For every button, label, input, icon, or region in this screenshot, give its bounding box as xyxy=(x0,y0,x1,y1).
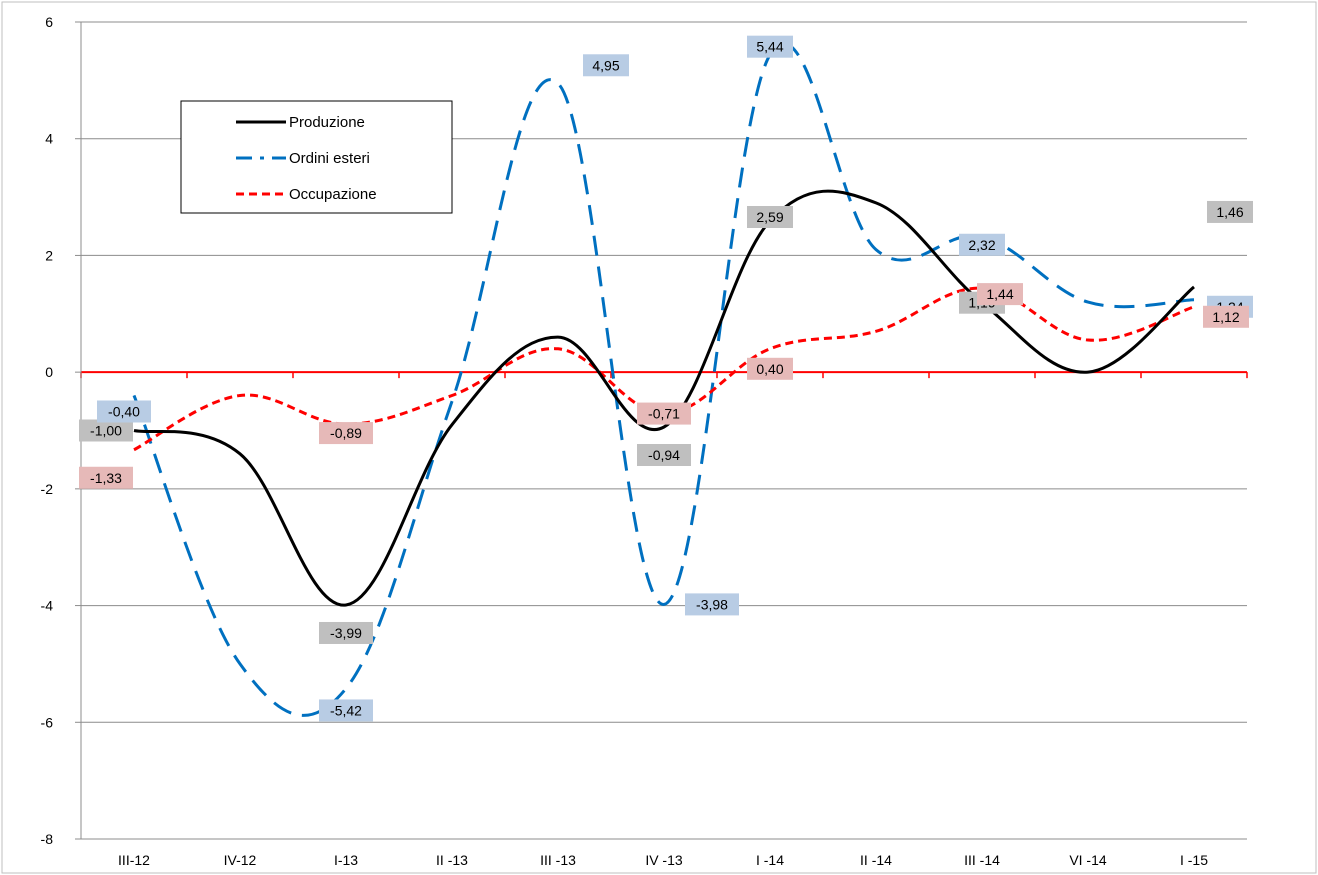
y-tick-label: -6 xyxy=(41,714,54,730)
legend: Produzione Ordini esteri Occupazione xyxy=(180,100,453,214)
legend-label-ordini-esteri: Ordini esteri xyxy=(289,150,370,167)
x-tick-label: I -14 xyxy=(756,852,784,868)
data-label-box xyxy=(747,205,793,228)
data-label: 1,44 xyxy=(986,286,1013,302)
y-tick-label: 0 xyxy=(45,364,53,380)
x-tick-label: I-13 xyxy=(334,852,358,868)
data-label-box xyxy=(747,357,793,380)
data-label: -1,00 xyxy=(90,423,122,439)
y-tick-label: -8 xyxy=(41,831,54,847)
data-label-box xyxy=(319,699,373,722)
data-label-box xyxy=(637,402,691,425)
data-label: 2,59 xyxy=(756,209,783,225)
x-tick-label: III-12 xyxy=(118,852,150,868)
data-label-box xyxy=(319,422,373,445)
data-label-box xyxy=(319,621,373,644)
data-label: 2,32 xyxy=(968,237,995,253)
data-labels: -1,00-3,99-0,942,591,191,46-0,40-5,424,9… xyxy=(79,35,1253,722)
data-label: -1,33 xyxy=(90,470,122,486)
data-label: 5,44 xyxy=(756,39,783,55)
data-label-box xyxy=(747,35,793,58)
x-tick-label: I -15 xyxy=(1180,852,1208,868)
data-label: -0,71 xyxy=(648,406,680,422)
data-label-box xyxy=(1207,200,1253,223)
series-line-produzione xyxy=(133,189,1195,607)
data-label-box xyxy=(97,400,151,423)
data-label-box xyxy=(583,54,629,77)
data-label-box xyxy=(637,443,691,466)
y-tick-label: -4 xyxy=(41,598,54,614)
data-label: 4,95 xyxy=(592,57,619,73)
x-tick-label: III -13 xyxy=(540,852,576,868)
data-label: -5,42 xyxy=(330,702,362,718)
legend-label-produzione: Produzione xyxy=(289,114,365,131)
data-label-box xyxy=(685,593,739,616)
data-label: 1,46 xyxy=(1216,204,1243,220)
data-label: -3,99 xyxy=(330,625,362,641)
x-axis: III-12 IV-12 I-13 II -13 III -13 IV -13 I -14 I… xyxy=(81,838,1247,868)
x-tick-label: IV-12 xyxy=(224,852,257,868)
x-tick-label: II -14 xyxy=(860,852,892,868)
data-label: -0,40 xyxy=(108,403,140,419)
data-label-box xyxy=(79,466,133,489)
data-label: -3,98 xyxy=(696,596,728,612)
x-tick-label: VI -14 xyxy=(1069,852,1107,868)
y-tick-label: 6 xyxy=(45,14,53,30)
y-tick-label: 2 xyxy=(45,247,53,263)
data-label: 0,40 xyxy=(756,361,783,377)
data-label-box xyxy=(1203,305,1249,328)
data-label-box xyxy=(977,283,1023,306)
x-tick-label: IV -13 xyxy=(645,852,683,868)
data-label-box xyxy=(79,419,133,442)
y-tick-label: 4 xyxy=(45,131,53,147)
y-tick-label: -2 xyxy=(41,481,54,497)
legend-label-occupazione: Occupazione xyxy=(289,186,377,203)
data-label: -0,94 xyxy=(648,447,680,463)
data-label-box xyxy=(959,233,1005,256)
x-tick-label: II -13 xyxy=(436,852,468,868)
x-tick-label: III -14 xyxy=(964,852,1000,868)
legend-box xyxy=(180,100,453,214)
data-label: 1,12 xyxy=(1212,309,1239,325)
data-label: -0,89 xyxy=(330,425,362,441)
